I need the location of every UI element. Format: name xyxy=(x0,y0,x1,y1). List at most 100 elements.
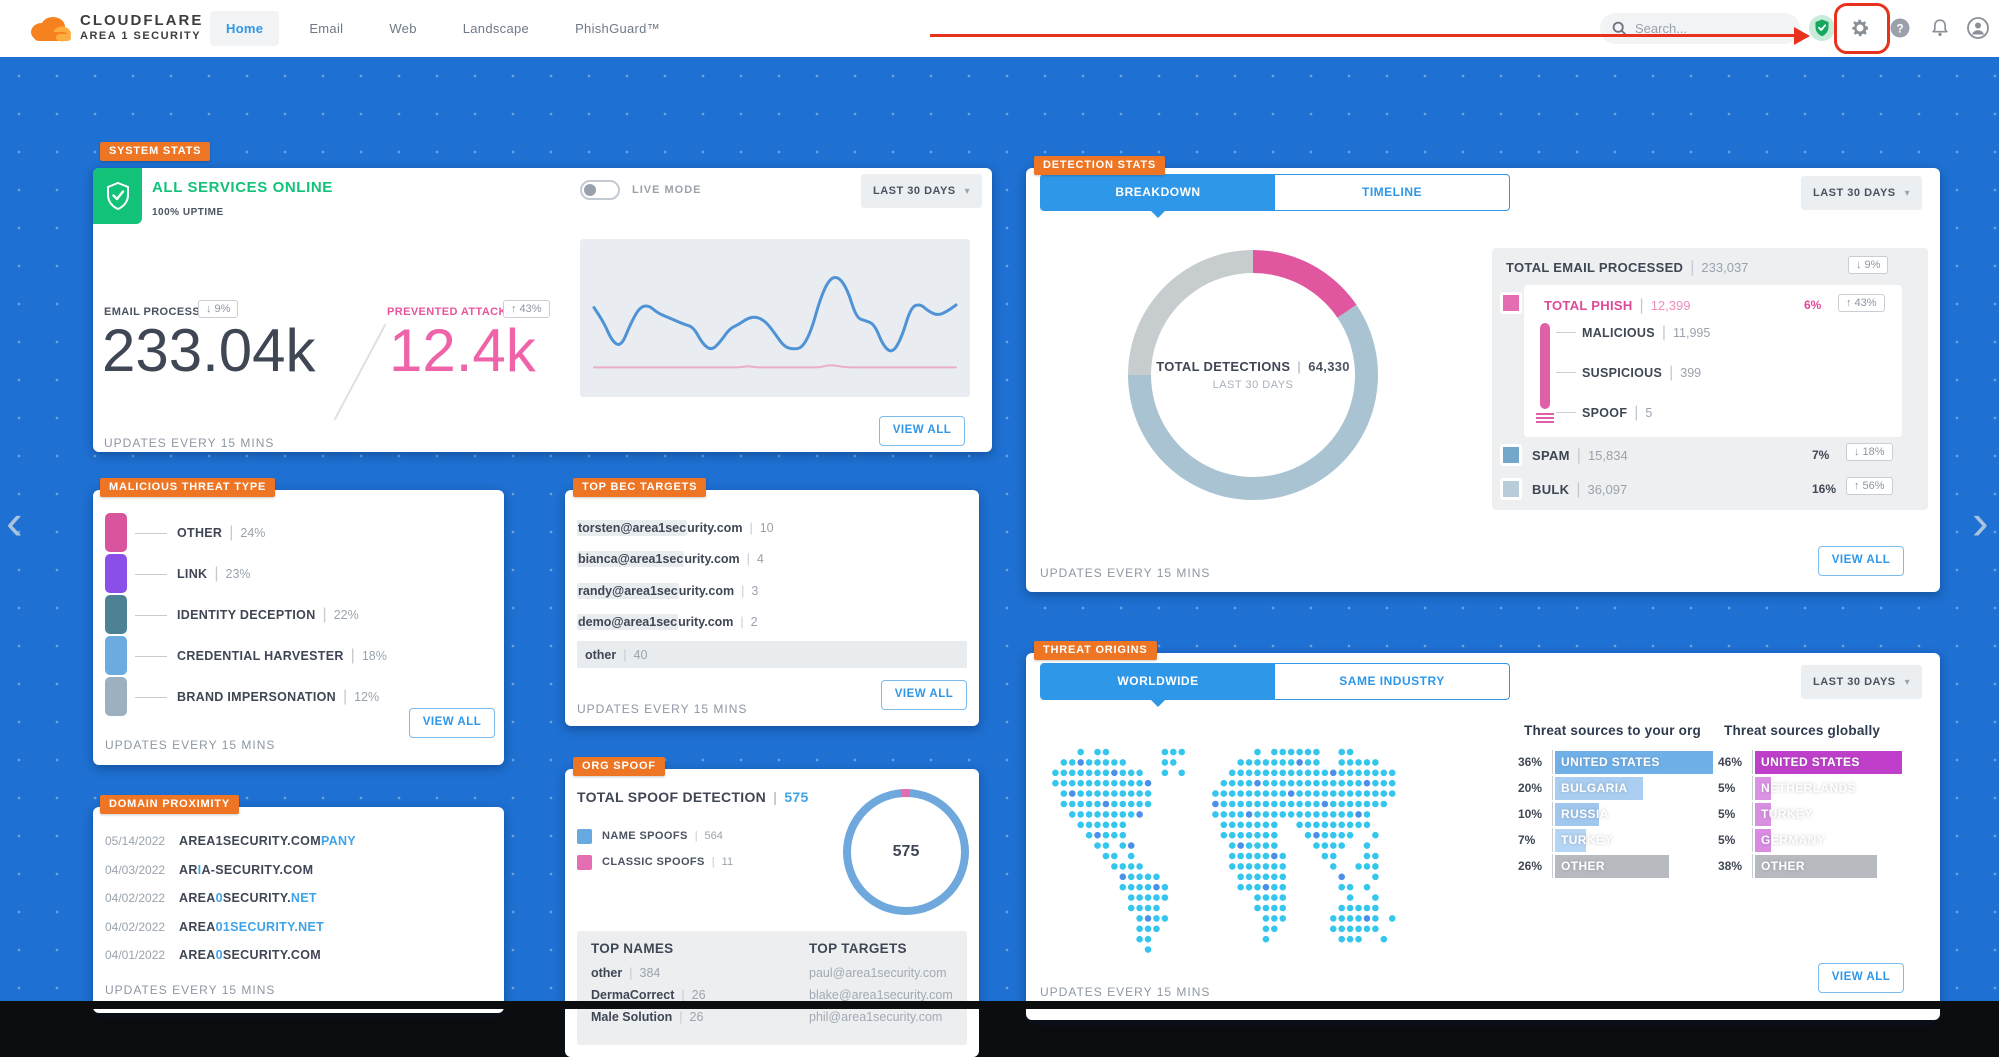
threat-type-percent: 22% xyxy=(333,607,359,622)
phish-bar xyxy=(1540,323,1550,409)
bec-email-rest: urity.com xyxy=(678,583,735,598)
nav-menu: Home Email Web Landscape PhishGuard™ xyxy=(210,0,676,57)
top-nav-bar: CLOUDFLARE AREA 1 SECURITY Home Email Web L… xyxy=(0,0,1999,57)
connector-line xyxy=(135,688,167,698)
phish-children-list: MALICIOUS 11,995 SUSPICIOUS 399 SPOOF 5 xyxy=(1555,313,1711,433)
donut-center-label: TOTAL DETECTIONS xyxy=(1156,359,1291,374)
domain-part: AREA xyxy=(179,919,216,934)
threat-origins-badge: THREAT ORIGINS xyxy=(1034,641,1157,660)
nav-item-email[interactable]: Email xyxy=(309,21,344,36)
dashboard-root: ‹ › SYSTEM STATS ALL SERVICES ONLINE 100… xyxy=(0,0,1999,1009)
bec-email-highlight: bianca@area1sec xyxy=(577,551,685,568)
bec-email-highlight: randy@area1sec xyxy=(577,582,679,599)
donut-center-value: 64,330 xyxy=(1308,359,1350,374)
tab-timeline[interactable]: TIMELINE xyxy=(1362,185,1422,199)
updates-note: UPDATES EVERY 15 MINS xyxy=(577,702,748,716)
domain-part: AREA xyxy=(179,891,216,906)
threat-type-view-all-button[interactable]: VIEW ALL xyxy=(409,708,495,738)
phish-child-label: SUSPICIOUS xyxy=(1582,366,1663,380)
nav-item-web[interactable]: Web xyxy=(389,21,417,36)
tab-same-industry[interactable]: SAME INDUSTRY xyxy=(1339,674,1445,688)
settings-gear-icon[interactable] xyxy=(1846,14,1874,42)
donut-center-value: 575 xyxy=(851,797,961,907)
nav-item-landscape[interactable]: Landscape xyxy=(462,21,530,36)
phish-child-value: 11,995 xyxy=(1673,326,1711,340)
domain-row: 04/02/2022 AREA01SECURITY.NET xyxy=(105,913,356,942)
bar-track: OTHER xyxy=(1752,854,1877,878)
phish-percent: 6% xyxy=(1804,298,1822,312)
top-name-row: Male Solution 26 xyxy=(591,1006,809,1028)
domain-row: 05/14/2022 AREA1SECURITY.COMPANY xyxy=(105,827,356,856)
diagonal-divider xyxy=(333,323,387,421)
spoof-legend-row: NAME SPOOFS 564 xyxy=(577,823,733,849)
connector-line xyxy=(135,524,167,534)
bec-view-all-button[interactable]: VIEW ALL xyxy=(881,680,967,710)
phish-delta-chip: ↑ 43% xyxy=(1838,294,1885,312)
country-bar: BULGARIA xyxy=(1555,776,1643,800)
detection-stats-badge: DETECTION STATS xyxy=(1034,156,1166,175)
live-mode-toggle[interactable] xyxy=(580,180,620,200)
updates-note: UPDATES EVERY 15 MINS xyxy=(1040,566,1211,580)
separator xyxy=(344,647,362,665)
top-target-row: blake@area1security.com xyxy=(809,984,953,1006)
system-range-dropdown[interactable]: LAST 30 DAYS ▾ xyxy=(861,174,982,208)
country-percent: 5% xyxy=(1718,781,1736,795)
account-icon[interactable] xyxy=(1964,14,1992,42)
system-stats-badge: SYSTEM STATS xyxy=(100,142,211,161)
system-view-all-button[interactable]: VIEW ALL xyxy=(879,416,965,446)
total-phish-row: TOTAL PHISH 12,399 xyxy=(1544,297,1690,315)
connector-line xyxy=(135,606,167,616)
domain-date: 04/02/2022 xyxy=(105,891,166,906)
domain-part: A-SECURITY.COM xyxy=(201,862,314,877)
separator xyxy=(316,606,334,624)
domain-name: AREA1SECURITY.COMPANY xyxy=(179,834,356,848)
security-status-icon[interactable] xyxy=(1808,14,1836,42)
separator xyxy=(622,966,639,980)
total-phish-value: 12,399 xyxy=(1650,298,1691,313)
country-percent: 20% xyxy=(1518,781,1543,795)
separator xyxy=(616,648,633,662)
notifications-bell-icon[interactable] xyxy=(1926,14,1954,42)
origins-view-all-button[interactable]: VIEW ALL xyxy=(1818,963,1904,993)
bulk-label: BULK xyxy=(1532,482,1570,497)
detection-view-all-button[interactable]: VIEW ALL xyxy=(1818,546,1904,576)
tab-worldwide[interactable]: WORLDWIDE xyxy=(1041,664,1275,707)
live-mode-label: LIVE MODE xyxy=(632,184,702,196)
carousel-next-chevron[interactable]: › xyxy=(1972,494,1989,550)
search-box[interactable] xyxy=(1600,13,1800,44)
threat-type-row: LINK 23% xyxy=(105,553,387,594)
bec-targets-card: torsten@area1security.com10bianca@area1s… xyxy=(565,490,979,726)
total-phish-label: TOTAL PHISH xyxy=(1544,298,1633,313)
detection-range-dropdown[interactable]: LAST 30 DAYS ▾ xyxy=(1801,176,1922,210)
threat-origins-card: WORLDWIDE SAME INDUSTRY LAST 30 DAYS ▾ T… xyxy=(1026,653,1940,1020)
domain-date: 04/02/2022 xyxy=(105,919,166,934)
toggle-knob xyxy=(584,184,596,196)
carousel-prev-chevron[interactable]: ‹ xyxy=(6,494,23,550)
brand-line1: CLOUDFLARE xyxy=(80,12,204,29)
country-row: 10% RUSSIA xyxy=(1518,801,1713,827)
chevron-down-icon: ▾ xyxy=(964,185,970,197)
bar-track: GERMANY xyxy=(1752,828,1825,852)
bec-targets-badge: TOP BEC TARGETS xyxy=(573,478,707,497)
bulk-swatch xyxy=(1500,478,1522,500)
shield-check-icon xyxy=(106,181,129,211)
donut-center: TOTAL DETECTIONS 64,330 LAST 30 DAYS xyxy=(1151,273,1355,477)
spoof-legend-row: CLASSIC SPOOFS 11 xyxy=(577,849,733,875)
nav-item-phishguard[interactable]: PhishGuard™ xyxy=(575,21,661,36)
bec-email-rest: urity.com xyxy=(687,520,743,535)
search-input[interactable] xyxy=(1635,21,1775,36)
org-spoof-card: TOTAL SPOOF DETECTION 575 NAME SPOOFS 564 C… xyxy=(565,769,979,1057)
nav-item-home[interactable]: Home xyxy=(210,11,280,46)
threat-type-swatch xyxy=(105,595,127,634)
country-percent: 5% xyxy=(1718,807,1736,821)
detection-tabbar: BREAKDOWN TIMELINE xyxy=(1040,174,1510,218)
bar-track: RUSSIA xyxy=(1552,802,1608,826)
domain-diff-part: NET xyxy=(290,891,317,906)
bar-track: TURKEY xyxy=(1752,802,1812,826)
email-processed-label: EMAIL PROCESSED xyxy=(104,306,217,318)
help-icon[interactable]: ? xyxy=(1886,14,1914,42)
org-sources-header: Threat sources to your org xyxy=(1524,723,1701,738)
tab-breakdown[interactable]: BREAKDOWN xyxy=(1041,175,1275,218)
origins-range-dropdown[interactable]: LAST 30 DAYS ▾ xyxy=(1801,665,1922,699)
threat-type-row: BRAND IMPERSONATION 12% xyxy=(105,676,387,717)
